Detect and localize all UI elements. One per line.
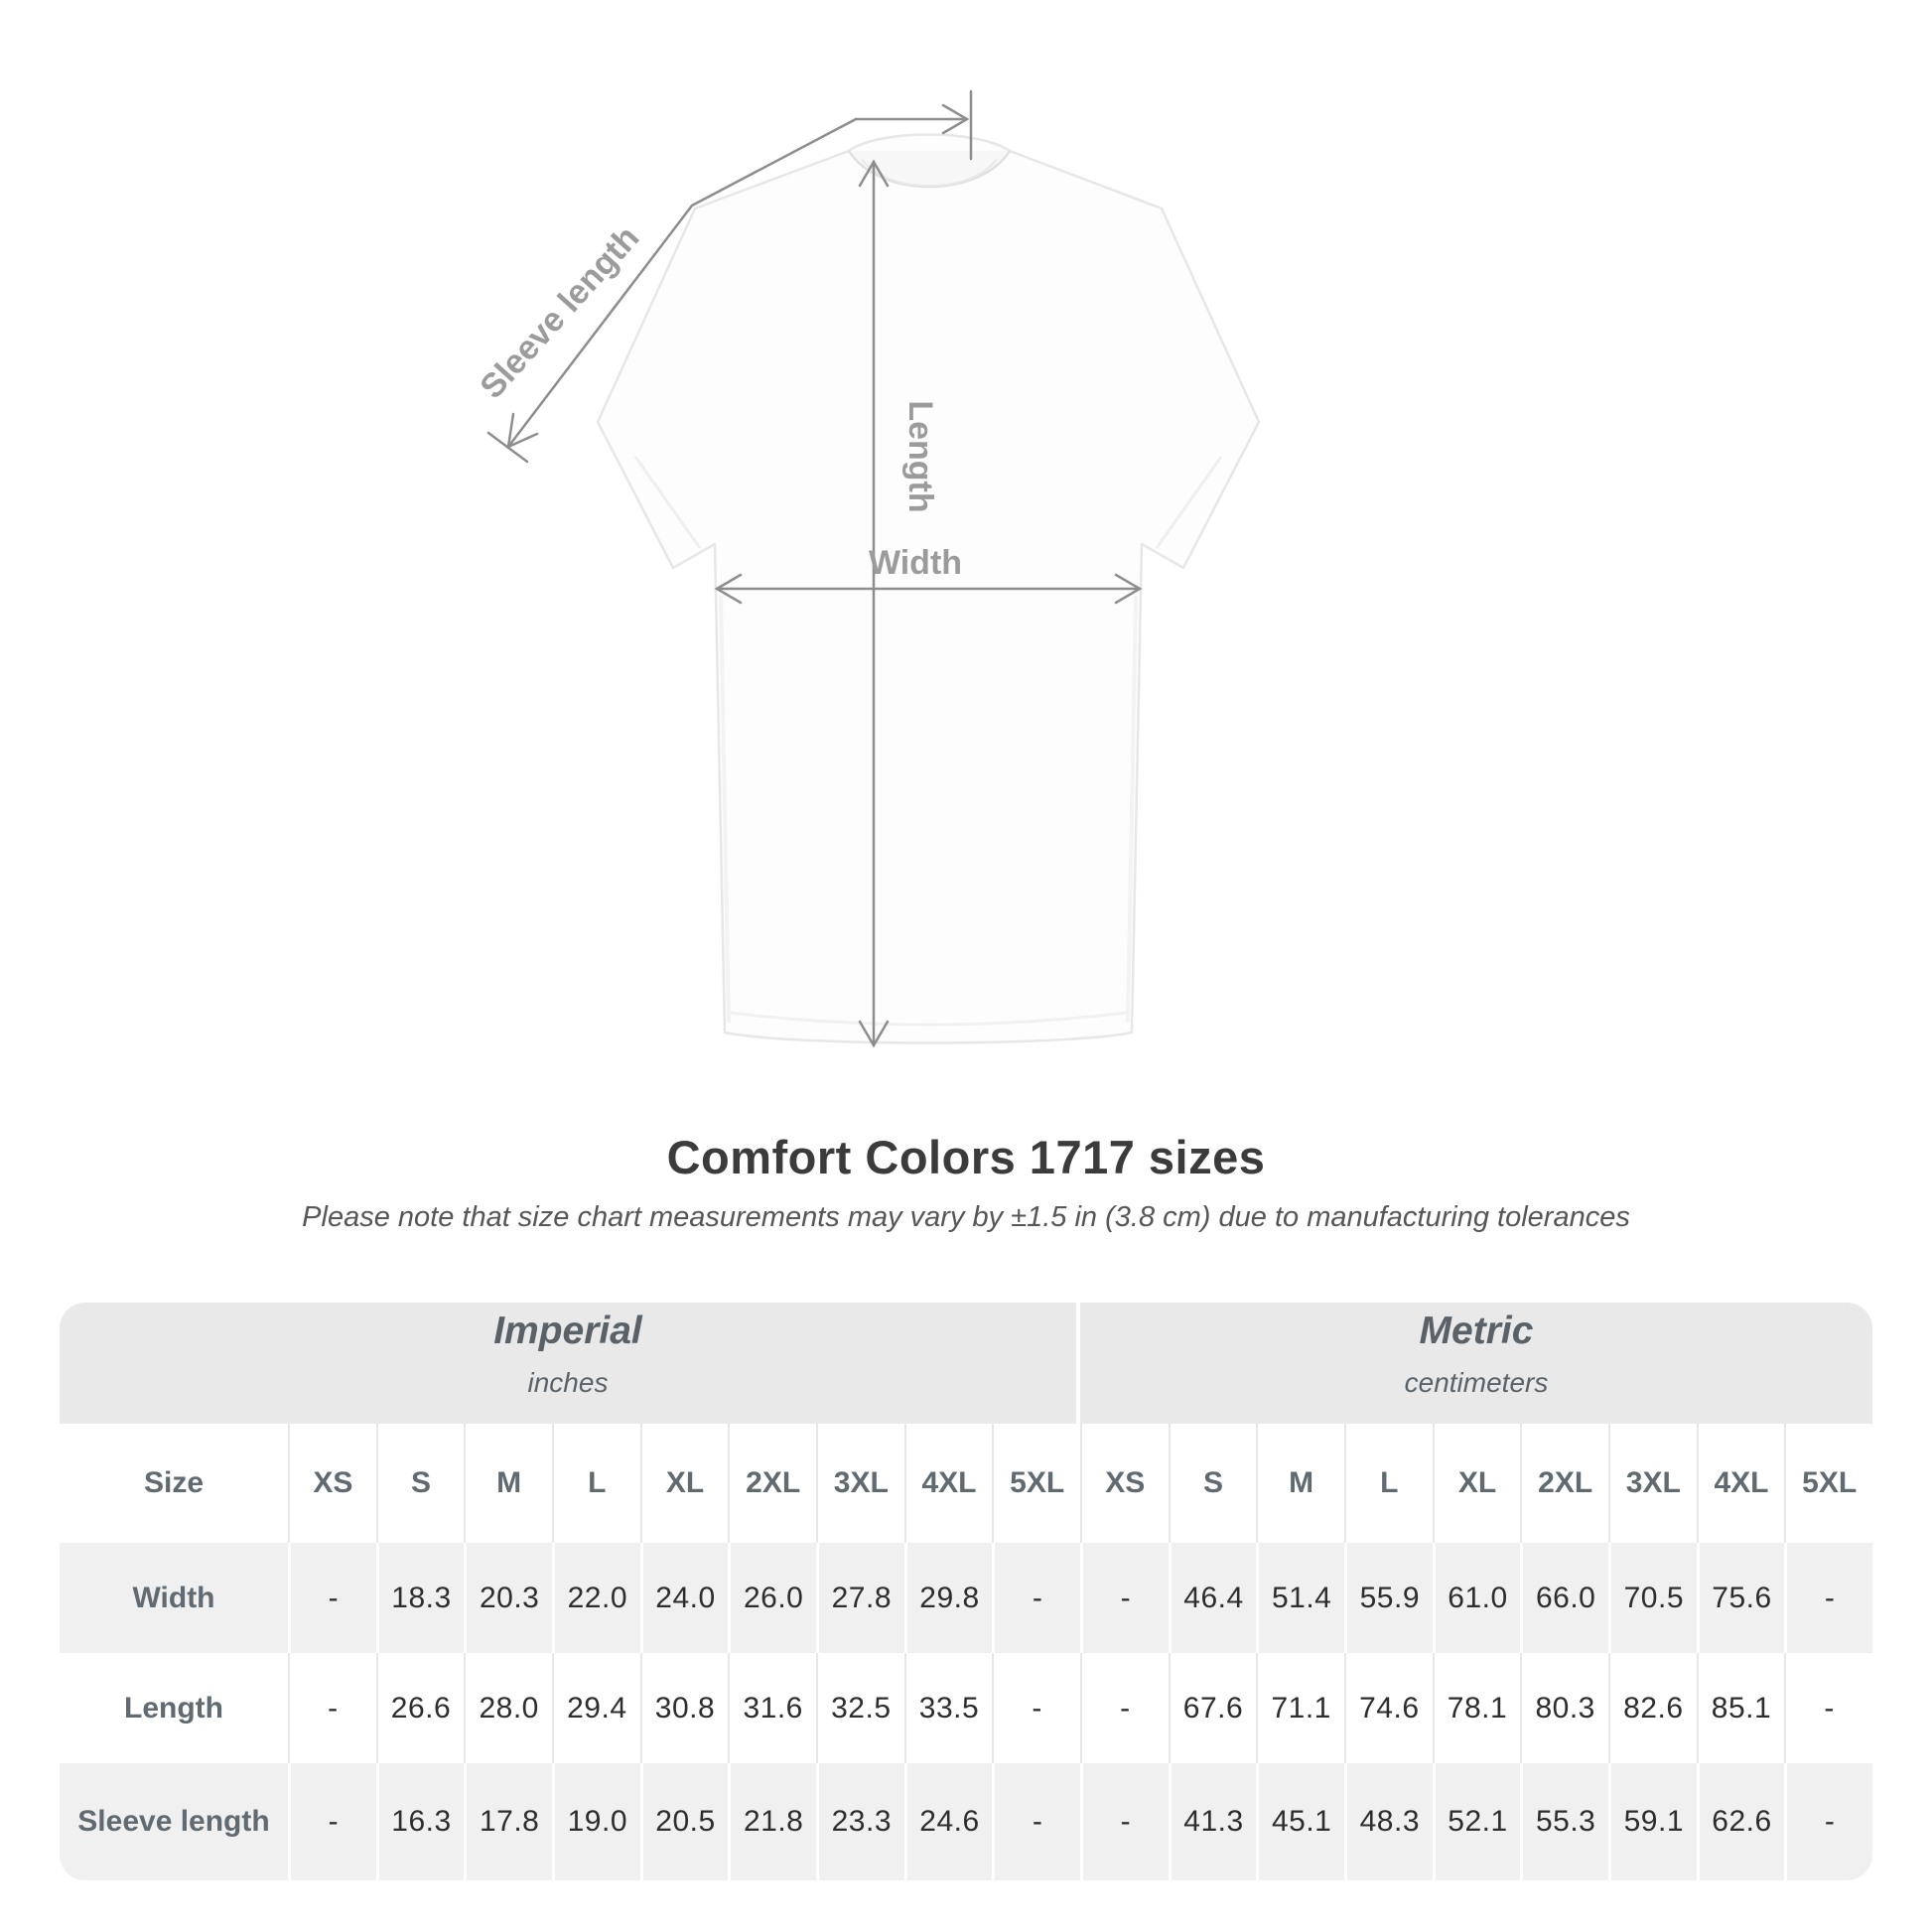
length-imperial-xl: 30.8 — [639, 1653, 729, 1763]
sleeve-imperial-s: 16.3 — [375, 1763, 465, 1880]
sleeve-metric-5xl: - — [1784, 1763, 1872, 1880]
size-header-imperial-4xl: 4XL — [903, 1424, 993, 1543]
width-imperial-4xl: 29.8 — [903, 1543, 993, 1653]
length-metric-l: 74.6 — [1343, 1653, 1433, 1763]
sleeve-metric-2xl: 55.3 — [1520, 1763, 1608, 1880]
length-imperial-2xl: 31.6 — [728, 1653, 816, 1763]
length-imperial-3xl: 32.5 — [815, 1653, 904, 1763]
size-header-metric-2xl: 2XL — [1520, 1424, 1608, 1543]
size-header-imperial-5xl: 5XL — [992, 1424, 1080, 1543]
length-imperial-4xl: 33.5 — [903, 1653, 993, 1763]
length-imperial-5xl: - — [992, 1653, 1080, 1763]
length-metric-4xl: 85.1 — [1696, 1653, 1785, 1763]
width-metric-2xl: 66.0 — [1520, 1543, 1608, 1653]
size-header-metric-m: M — [1256, 1424, 1344, 1543]
length-imperial-s: 26.6 — [375, 1653, 465, 1763]
sleeve-metric-m: 45.1 — [1256, 1763, 1344, 1880]
length-metric-2xl: 80.3 — [1520, 1653, 1608, 1763]
imperial-subtitle: inches — [527, 1367, 609, 1398]
sleeve-imperial-3xl: 23.3 — [815, 1763, 904, 1880]
width-label: Width — [869, 544, 962, 582]
sleeve-length-row-label: Sleeve length — [60, 1763, 288, 1880]
width-imperial-xl: 24.0 — [639, 1543, 729, 1653]
page-title: Comfort Colors 1717 sizes — [666, 1131, 1266, 1183]
size-header-imperial-xs: XS — [288, 1424, 376, 1543]
length-metric-m: 71.1 — [1256, 1653, 1344, 1763]
size-table: Imperial inches Metric centimeters Size … — [60, 1303, 1872, 1880]
length-imperial-m: 28.0 — [464, 1653, 552, 1763]
width-metric-m: 51.4 — [1256, 1543, 1344, 1653]
sleeve-imperial-5xl: - — [992, 1763, 1080, 1880]
size-header-metric-xs: XS — [1079, 1424, 1169, 1543]
length-imperial-xs: - — [288, 1653, 376, 1763]
size-header-metric-xl: XL — [1432, 1424, 1521, 1543]
sleeve-imperial-xs: - — [288, 1763, 376, 1880]
width-arrow — [714, 573, 1143, 605]
width-imperial-5xl: - — [992, 1543, 1080, 1653]
imperial-title: Imperial — [493, 1310, 642, 1352]
metric-header: Metric centimeters — [1079, 1303, 1872, 1424]
width-imperial-xs: - — [288, 1543, 376, 1653]
width-metric-3xl: 70.5 — [1607, 1543, 1697, 1653]
imperial-header: Imperial inches — [60, 1303, 1080, 1424]
size-header-imperial-xl: XL — [639, 1424, 729, 1543]
length-label: Length — [901, 400, 939, 512]
tshirt-measurement-diagram: Sleeve length Length Width — [473, 89, 1261, 1048]
metric-subtitle: centimeters — [1404, 1367, 1549, 1398]
sleeve-metric-xl: 52.1 — [1432, 1763, 1521, 1880]
metric-title: Metric — [1419, 1310, 1534, 1352]
size-header-metric-l: L — [1343, 1424, 1433, 1543]
sleeve-imperial-l: 19.0 — [551, 1763, 640, 1880]
sleeve-imperial-xl: 20.5 — [639, 1763, 729, 1880]
size-header-imperial-l: L — [551, 1424, 640, 1543]
length-imperial-l: 29.4 — [551, 1653, 640, 1763]
sleeve-metric-xs: - — [1079, 1763, 1169, 1880]
size-header-imperial-m: M — [464, 1424, 552, 1543]
size-header-imperial-3xl: 3XL — [815, 1424, 904, 1543]
length-metric-5xl: - — [1784, 1653, 1872, 1763]
sleeve-imperial-2xl: 21.8 — [728, 1763, 816, 1880]
length-row-label: Length — [60, 1653, 288, 1763]
size-header-metric-s: S — [1168, 1424, 1257, 1543]
size-header-metric-4xl: 4XL — [1696, 1424, 1785, 1543]
width-row-label: Width — [60, 1543, 288, 1653]
width-metric-s: 46.4 — [1168, 1543, 1257, 1653]
width-metric-l: 55.9 — [1343, 1543, 1433, 1653]
length-metric-s: 67.6 — [1168, 1653, 1257, 1763]
width-metric-xl: 61.0 — [1432, 1543, 1521, 1653]
sleeve-metric-4xl: 62.6 — [1696, 1763, 1785, 1880]
length-metric-xl: 78.1 — [1432, 1653, 1521, 1763]
sleeve-metric-l: 48.3 — [1343, 1763, 1433, 1880]
size-header-metric-5xl: 5XL — [1784, 1424, 1872, 1543]
sleeve-imperial-m: 17.8 — [464, 1763, 552, 1880]
size-header-imperial-2xl: 2XL — [728, 1424, 816, 1543]
sleeve-metric-3xl: 59.1 — [1607, 1763, 1697, 1880]
tolerance-note: Please note that size chart measurements… — [302, 1201, 1630, 1233]
width-imperial-s: 18.3 — [375, 1543, 465, 1653]
width-metric-xs: - — [1079, 1543, 1169, 1653]
length-metric-3xl: 82.6 — [1607, 1653, 1697, 1763]
sleeve-imperial-4xl: 24.6 — [903, 1763, 993, 1880]
size-header-imperial-s: S — [375, 1424, 465, 1543]
width-imperial-2xl: 26.0 — [728, 1543, 816, 1653]
sleeve-length-arrow — [486, 89, 973, 464]
width-imperial-l: 22.0 — [551, 1543, 640, 1653]
width-imperial-3xl: 27.8 — [815, 1543, 904, 1653]
width-metric-5xl: - — [1784, 1543, 1872, 1653]
width-imperial-m: 20.3 — [464, 1543, 552, 1653]
width-metric-4xl: 75.6 — [1696, 1543, 1785, 1653]
sleeve-metric-s: 41.3 — [1168, 1763, 1257, 1880]
length-arrow — [858, 159, 890, 1048]
size-column-header: Size — [60, 1424, 288, 1543]
size-header-metric-3xl: 3XL — [1607, 1424, 1697, 1543]
length-metric-xs: - — [1079, 1653, 1169, 1763]
